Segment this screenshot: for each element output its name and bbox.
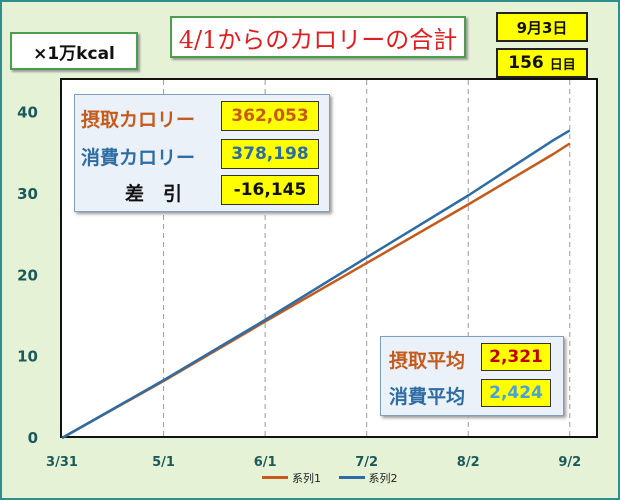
x-tick-label: 8/2 [457, 455, 480, 470]
legend-item-series2: 系列2 [338, 470, 398, 486]
date-badge: 9月3日 [496, 12, 588, 42]
difference-value: -16,145 [221, 175, 319, 205]
day-count-value: 156 [508, 53, 544, 73]
intake-average-value: 2,321 [481, 343, 551, 371]
y-tick-label: 0 [28, 429, 38, 447]
chart-title: 4/1からのカロリーの合計 [170, 16, 466, 58]
intake-average-label: 摂取平均 [389, 350, 466, 372]
intake-total-label: 摂取カロリー [81, 109, 196, 131]
series-line-2 [61, 129, 571, 440]
y-tick-label: 20 [17, 266, 38, 284]
x-tick-label: 9/2 [558, 455, 581, 470]
y-tick-label: 10 [17, 348, 38, 366]
averages-panel: 摂取平均 2,321 消費平均 2,424 [380, 336, 564, 416]
burn-average-label: 消費平均 [389, 386, 466, 408]
day-count-unit: 日目 [549, 57, 576, 73]
x-tick-label: 7/2 [355, 455, 378, 470]
chart-legend: 系列1 系列2 [262, 469, 412, 486]
legend-label-series2: 系列2 [368, 471, 398, 485]
legend-swatch-series1 [262, 476, 288, 479]
y-tick-label: 40 [17, 104, 38, 122]
x-tick-label: 5/1 [152, 455, 175, 470]
legend-swatch-series2 [338, 476, 365, 479]
burn-total-value: 378,198 [221, 139, 319, 169]
totals-panel: 摂取カロリー 362,053 消費カロリー 378,198 差 引 -16,14… [74, 94, 330, 212]
legend-label-series1: 系列1 [292, 471, 321, 485]
burn-average-value: 2,424 [481, 379, 551, 407]
x-tick-label: 3/31 [46, 455, 78, 470]
legend-item-series1: 系列1 [262, 470, 321, 486]
y-tick-label: 30 [17, 185, 38, 203]
x-tick-label: 6/1 [254, 455, 277, 470]
intake-total-value: 362,053 [221, 101, 319, 131]
difference-label: 差 引 [125, 183, 183, 205]
unit-label: ×1万kcal [10, 32, 138, 70]
burn-total-label: 消費カロリー [81, 147, 196, 169]
day-count-badge: 156 日目 [496, 48, 588, 78]
